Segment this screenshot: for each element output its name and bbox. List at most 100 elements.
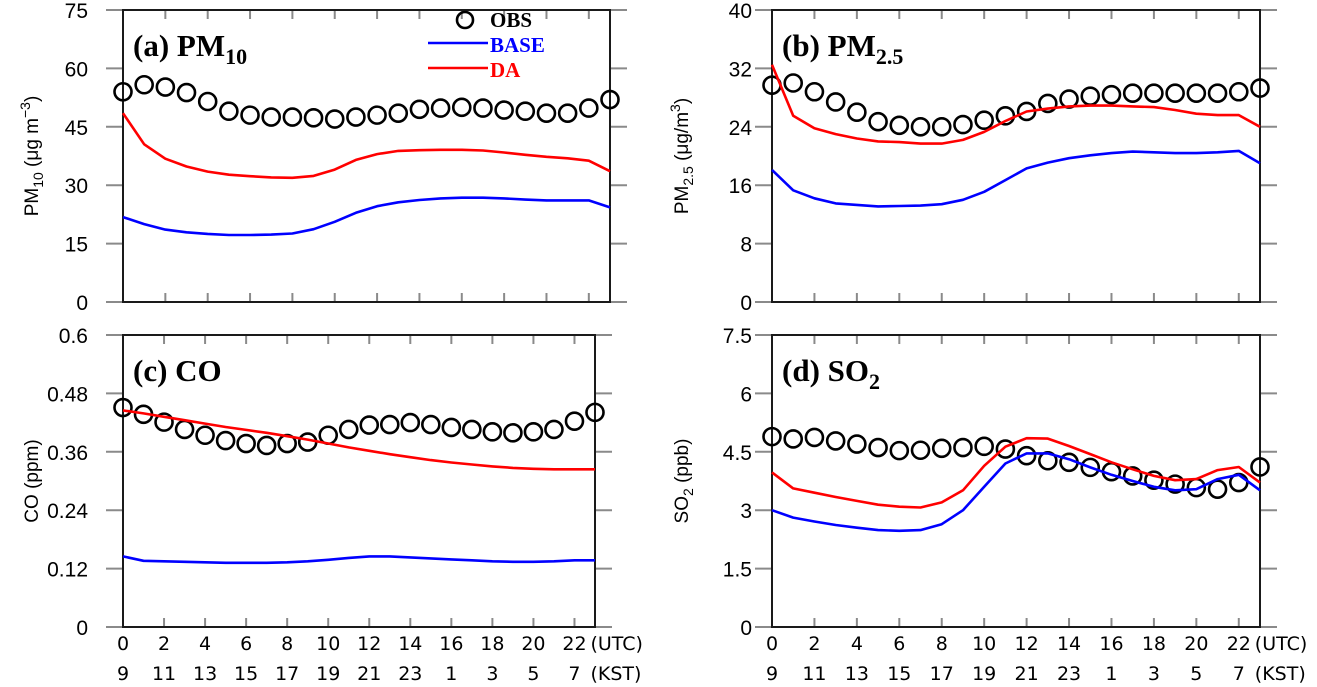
x-tick-label-kst: 9 <box>117 663 129 685</box>
plot-frame <box>122 9 611 303</box>
obs-marker <box>544 419 564 440</box>
obs-marker <box>1101 84 1122 105</box>
obs-marker <box>931 438 952 459</box>
obs-marker <box>1186 83 1207 104</box>
y-axis-title-superscript: 3 <box>667 104 683 112</box>
y-axis-title-unit: (ppb) <box>672 439 693 489</box>
obs-marker <box>868 111 888 132</box>
x-tick-label-utc: 14 <box>1057 633 1081 655</box>
series-line-da <box>122 409 595 471</box>
panel-title-main: (a) PM <box>133 28 225 63</box>
legend-circle-icon <box>455 10 475 30</box>
y-tick-label: 0 <box>76 617 88 640</box>
panel-title: (d) SO2 <box>782 353 880 394</box>
y-tick-label: 24 <box>729 117 753 140</box>
x-tick-label-kst: 23 <box>398 663 422 685</box>
obs-marker <box>557 103 578 123</box>
legend-label: BASE <box>490 33 545 57</box>
obs-marker <box>953 437 973 458</box>
y-axis-title-main: PM <box>22 188 43 217</box>
obs-marker <box>1207 83 1228 104</box>
x-tick-label-utc: 16 <box>1099 633 1123 655</box>
obs-marker <box>154 412 174 432</box>
obs-marker <box>346 107 366 127</box>
obs-marker <box>297 432 318 452</box>
panel-title-main: (d) SO <box>782 353 869 388</box>
y-tick-label: 8 <box>740 234 752 257</box>
x-tick-label-utc: 0 <box>117 633 129 655</box>
obs-marker <box>889 115 910 136</box>
obs-marker <box>1165 474 1185 494</box>
y-axis-title: PM10 (μg m−3) <box>17 96 46 217</box>
obs-marker <box>804 81 825 102</box>
obs-marker <box>1080 86 1101 106</box>
obs-marker <box>1144 470 1164 491</box>
obs-marker <box>421 414 441 435</box>
series-line-base <box>122 555 595 565</box>
x-tick-label-kst: 15 <box>234 663 258 685</box>
y-axis-title-end: ) <box>672 98 693 104</box>
panel-title-subscript: 2 <box>869 369 880 394</box>
x-tick-label-utc: 12 <box>1015 633 1039 655</box>
obs-marker <box>825 92 846 112</box>
obs-marker <box>400 412 421 433</box>
series-markers-obs <box>113 74 620 129</box>
x-tick-label-kst: 17 <box>930 663 954 685</box>
obs-marker <box>600 89 620 110</box>
obs-marker <box>113 397 133 418</box>
obs-marker <box>379 414 400 435</box>
obs-marker <box>388 103 409 123</box>
panel-title-subscript: 2.5 <box>876 44 904 69</box>
x-tick-label-utc: 12 <box>357 633 381 655</box>
x-tick-label-kst: 17 <box>275 663 299 685</box>
x-tick-label-utc: 20 <box>1184 633 1208 655</box>
y-tick-label: 1.5 <box>723 559 752 582</box>
legend-label: DA <box>490 58 521 82</box>
panel-title-subscript: 10 <box>225 44 247 69</box>
x-tick-label-utc: 4 <box>851 633 863 655</box>
obs-marker <box>889 440 910 461</box>
panel-title-main: (b) PM <box>782 28 876 63</box>
legend-item-da: DA <box>428 58 521 82</box>
x-tick-label-utc: 8 <box>936 633 948 655</box>
x-tick-label-utc: 14 <box>398 633 422 655</box>
x-tick-label-kst: 13 <box>845 663 869 685</box>
x-axis-unit-utc: (UTC) <box>1255 633 1308 655</box>
x-tick-label-kst: 19 <box>316 663 340 685</box>
obs-marker <box>515 101 536 122</box>
x-axis-unit-utc: (UTC) <box>590 633 643 655</box>
obs-marker <box>1080 457 1101 478</box>
x-tick-label-kst: 3 <box>1148 663 1160 685</box>
y-axis-title: SO2 (ppb) <box>672 439 696 524</box>
obs-marker <box>367 105 387 125</box>
x-tick-label-kst: 11 <box>802 663 826 685</box>
obs-marker <box>974 436 994 457</box>
x-tick-label-utc: 6 <box>240 633 252 655</box>
x-tick-label-utc: 22 <box>1227 633 1251 655</box>
x-tick-label-utc: 8 <box>281 633 293 655</box>
obs-marker <box>762 426 782 447</box>
series-line-base <box>771 149 1261 208</box>
panel-c: 0 0.12 0.24 0.36 0.48 0.6 CO (ppm) (c) CO 0 2 4 6 8 1… <box>22 325 643 685</box>
obs-marker <box>1122 466 1143 486</box>
obs-marker <box>256 435 277 456</box>
obs-marker <box>847 434 867 454</box>
obs-marker <box>1165 83 1185 104</box>
y-axis-title-superscript: −3 <box>17 102 33 118</box>
series-line-da <box>770 64 1261 145</box>
x-axis-unit-kst: (KST) <box>590 663 641 685</box>
legend-label: OBS <box>490 8 532 32</box>
obs-marker <box>359 415 380 435</box>
plot-frame <box>122 334 596 628</box>
obs-marker <box>825 431 846 451</box>
plot-frame <box>771 9 1261 303</box>
obs-marker <box>113 81 133 102</box>
y-tick-label: 0.12 <box>47 559 88 582</box>
y-axis-title-subscript: 2.5 <box>680 166 696 186</box>
y-tick-label: 4.5 <box>723 442 752 465</box>
obs-marker <box>1016 445 1037 466</box>
series-line-da <box>121 112 611 180</box>
